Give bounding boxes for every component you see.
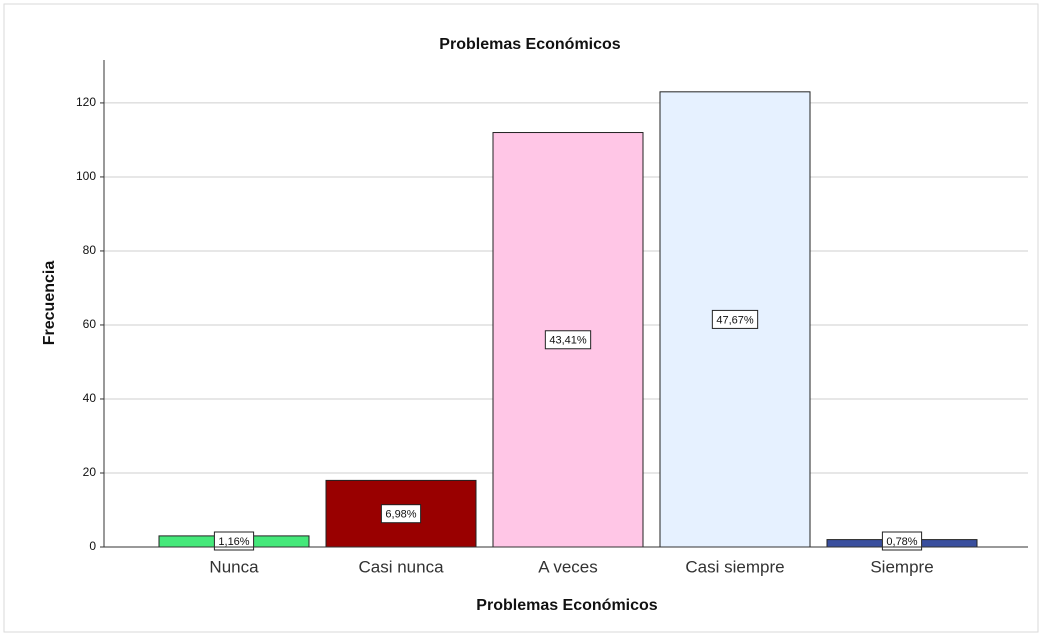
data-label: 0,78% bbox=[886, 536, 917, 548]
data-label: 6,98% bbox=[385, 509, 416, 521]
y-tick-label: 40 bbox=[83, 391, 97, 405]
y-tick-label: 120 bbox=[76, 95, 96, 109]
data-label-box bbox=[213, 531, 255, 551]
y-tick-label: 60 bbox=[83, 317, 97, 331]
x-tick-label: A veces bbox=[538, 557, 598, 576]
y-tick-label: 0 bbox=[89, 539, 96, 553]
data-label: 1,16% bbox=[218, 536, 249, 548]
y-tick-label: 20 bbox=[83, 465, 97, 479]
x-tick-label: Nunca bbox=[209, 557, 259, 576]
data-label-box bbox=[544, 330, 592, 350]
y-tick-label: 80 bbox=[83, 243, 97, 257]
x-axis-title: Problemas Económicos bbox=[476, 597, 657, 614]
data-label: 43,41% bbox=[549, 335, 587, 347]
x-tick-label: Casi nunca bbox=[358, 557, 444, 576]
data-label-box bbox=[881, 531, 923, 551]
data-label: 47,67% bbox=[716, 314, 754, 326]
data-label-box bbox=[711, 309, 759, 329]
x-tick-label: Siempre bbox=[870, 557, 933, 576]
x-tick-label: Casi siempre bbox=[685, 557, 784, 576]
chart-title: Problemas Económicos bbox=[439, 36, 620, 53]
y-axis-title: Frecuencia bbox=[41, 261, 58, 346]
y-tick-label: 100 bbox=[76, 169, 96, 183]
data-label-box bbox=[380, 504, 422, 524]
